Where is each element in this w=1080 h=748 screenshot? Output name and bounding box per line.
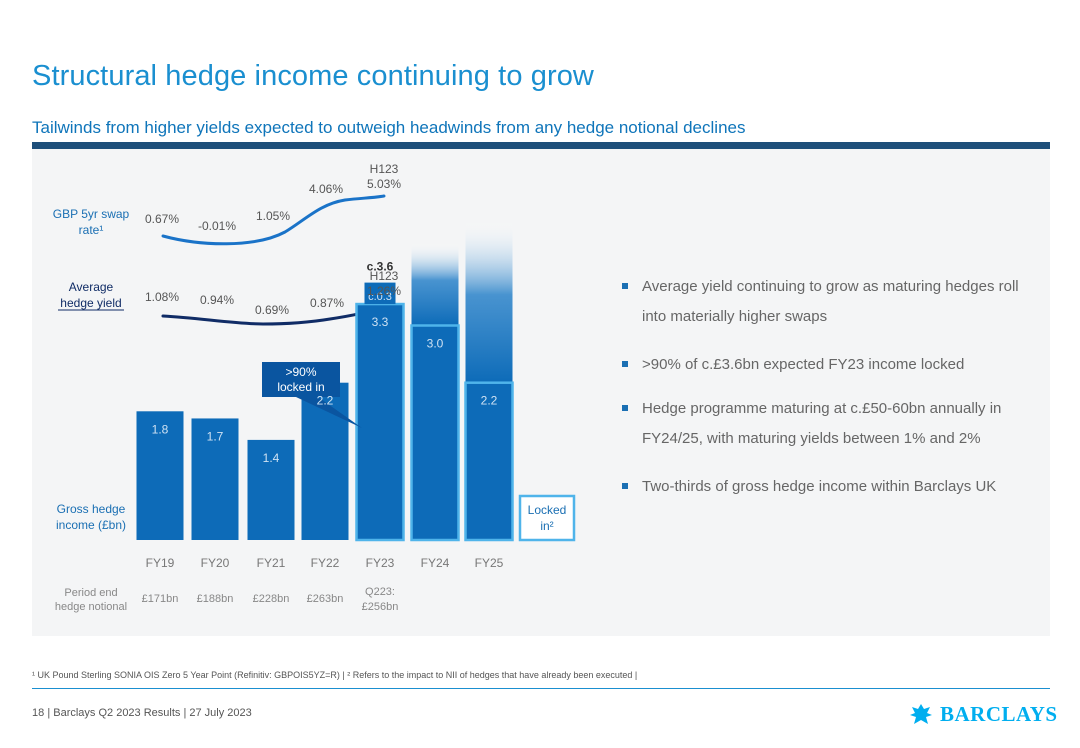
x-tick-label: FY25	[475, 556, 504, 570]
notional-value: £188bn	[197, 593, 234, 605]
hedge-h1-tag: H123	[370, 269, 399, 283]
notional-value: £228bn	[253, 593, 290, 605]
locked-callout-bubble	[262, 362, 362, 428]
bar-fy25	[464, 381, 514, 542]
bullet-item: Hedge programme maturing at c.£50-60bn a…	[620, 394, 1040, 454]
bar-value-label: 2.2	[317, 394, 334, 408]
gross-income-series-label: Gross hedge	[57, 502, 126, 516]
bar-fy21	[247, 439, 295, 540]
bullet-item: Two-thirds of gross hedge income within …	[620, 472, 1040, 502]
title-rule	[32, 142, 1050, 149]
notional-value: Q223:	[365, 586, 395, 598]
x-tick-label: FY21	[257, 556, 286, 570]
swap-rate-label: -0.01%	[198, 219, 236, 233]
bar-value-label: 1.8	[152, 422, 169, 436]
swap-rate-label: 4.06%	[309, 182, 343, 196]
hedge-yield-line	[161, 305, 386, 326]
bullet-item: Average yield continuing to grow as matu…	[620, 272, 1040, 332]
callout-label: locked in	[277, 380, 324, 394]
x-tick-label: FY23	[366, 556, 395, 570]
hedge-yield-series-label: Average	[69, 280, 114, 294]
document-date: 27 July 2023	[189, 707, 252, 719]
notional-row-label: Period end	[64, 587, 117, 599]
swap-rate-label: 1.05%	[256, 209, 290, 223]
document-name: Barclays Q2 2023 Results	[53, 707, 181, 719]
bar-fy23-extra	[364, 282, 396, 305]
barclays-logo: BARCLAYS	[908, 699, 1058, 729]
x-tick-label: FY24	[421, 556, 450, 570]
hedge-yield-label: 1.08%	[145, 290, 179, 304]
bar-fy19	[136, 411, 184, 540]
fy23-extra-label: c.0.3	[368, 291, 392, 303]
locked-legend-label: Locked	[528, 503, 567, 517]
x-tick-label: FY22	[311, 556, 340, 570]
locked-legend-box	[518, 494, 576, 542]
gross-income-series-label: income (£bn)	[56, 518, 126, 532]
hedge-yield-label: 0.94%	[200, 293, 234, 307]
callout-label: >90%	[285, 365, 316, 379]
swap-rate-series-label: GBP 5yr swap	[53, 207, 130, 221]
logo-text: BARCLAYS	[940, 701, 1058, 726]
footnote: ¹ UK Pound Sterling SONIA OIS Zero 5 Yea…	[32, 670, 638, 680]
notional-value: £256bn	[362, 601, 399, 613]
bar-value-label: 1.7	[207, 429, 224, 443]
slide-title: Structural hedge income continuing to gr…	[32, 60, 594, 92]
swap-rate-label: 0.67%	[145, 212, 179, 226]
bar-value-label: 1.4	[263, 451, 280, 465]
locked-legend-label: in²	[540, 519, 553, 533]
bar-fade-fy25	[465, 222, 513, 383]
content-panel	[32, 149, 1050, 636]
page-number: 18	[32, 707, 45, 719]
bullet-item: >90% of c.£3.6bn expected FY23 income lo…	[620, 350, 1040, 380]
hedge-yield-series-label: hedge yield	[60, 296, 121, 310]
footer-separator: |	[47, 707, 54, 719]
notional-row-label: hedge notional	[55, 601, 127, 613]
x-tick-label: FY19	[146, 556, 175, 570]
swap-h1-tag: H123	[370, 162, 399, 176]
bar-value-label: 3.3	[372, 315, 389, 329]
x-tick-label: FY20	[201, 556, 230, 570]
hedge-yield-label: 0.87%	[310, 296, 344, 310]
footer-rule	[32, 688, 1050, 689]
bar-fade-fy24	[411, 243, 459, 326]
notional-value: £171bn	[142, 593, 179, 605]
hedge-yield-label: 1.26%	[367, 284, 401, 298]
bar-fy23	[355, 302, 405, 542]
swap-rate-label: 5.03%	[367, 177, 401, 191]
notional-value: £263bn	[307, 593, 344, 605]
slide-subtitle: Tailwinds from higher yields expected to…	[32, 118, 746, 137]
hedge-income-chart: 1.8 FY19 1.7 FY20 1.4 FY21 2.2 FY22 3.3 FY23 3.0 FY…	[53, 162, 576, 613]
bar-value-label: 3.0	[427, 337, 444, 351]
footer-text: 18 | Barclays Q2 2023 Results | 27 July …	[32, 707, 252, 719]
bar-fy24	[410, 324, 460, 542]
footer-separator: |	[183, 707, 190, 719]
bullet-list: Average yield continuing to grow as matu…	[620, 272, 1040, 502]
bar-value-label: 2.2	[481, 394, 498, 408]
eagle-icon	[910, 704, 932, 724]
fy23-total-label: c.3.6	[367, 260, 394, 274]
swap-rate-line	[161, 194, 386, 246]
bar-fy20	[191, 418, 239, 540]
hedge-yield-label: 0.69%	[255, 303, 289, 317]
swap-rate-series-label: rate¹	[79, 223, 104, 237]
